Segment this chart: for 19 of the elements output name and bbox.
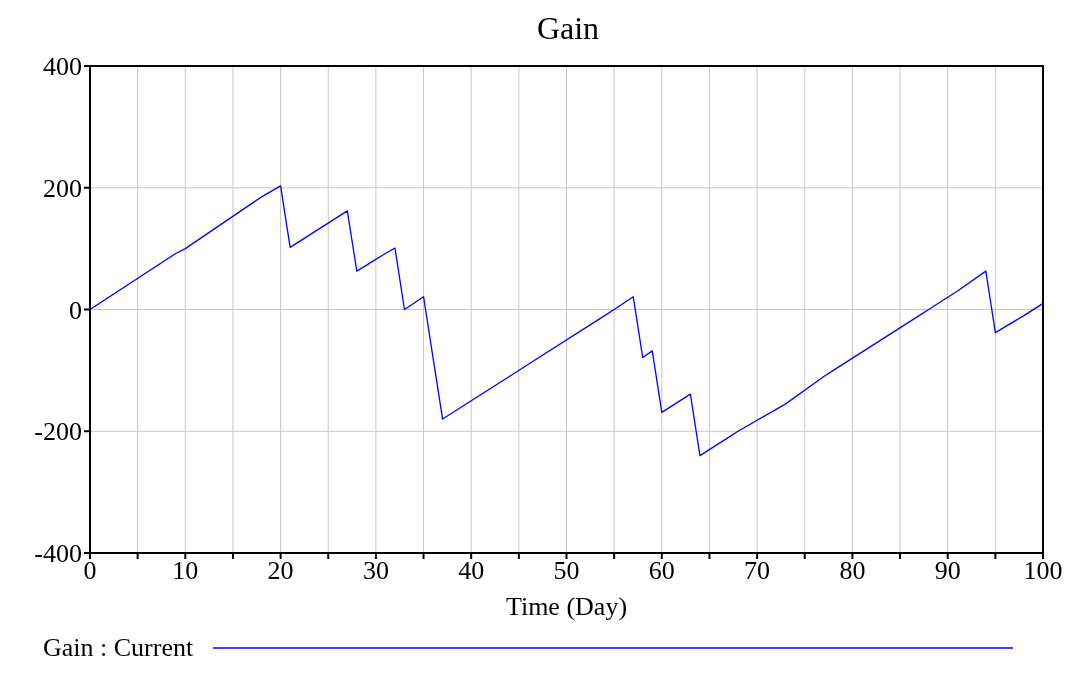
x-tick-label: 10 xyxy=(172,556,199,586)
text: Gain : Current xyxy=(43,633,194,663)
x-tick-label: 30 xyxy=(362,556,389,586)
x-tick-label: 50 xyxy=(553,556,580,586)
x-tick-label: 60 xyxy=(648,556,675,586)
x-tick-label: 20 xyxy=(267,556,294,586)
y-tick-label: -200 xyxy=(34,417,82,447)
x-axis-title: Time (Day) xyxy=(505,592,628,621)
x-tick-label: 100 xyxy=(1023,556,1063,586)
y-tick-label: 0 xyxy=(69,295,82,325)
x-tick-label: 70 xyxy=(744,556,771,586)
y-tick-label: -400 xyxy=(34,539,82,569)
x-tick-label: 80 xyxy=(839,556,866,586)
x-tick-label: 40 xyxy=(458,556,485,586)
x-tick-label: 90 xyxy=(934,556,961,586)
y-tick-label: 400 xyxy=(43,52,82,82)
y-tick-label: 200 xyxy=(43,173,82,203)
chart-title: Gain xyxy=(535,9,601,48)
line-series xyxy=(90,185,1043,457)
